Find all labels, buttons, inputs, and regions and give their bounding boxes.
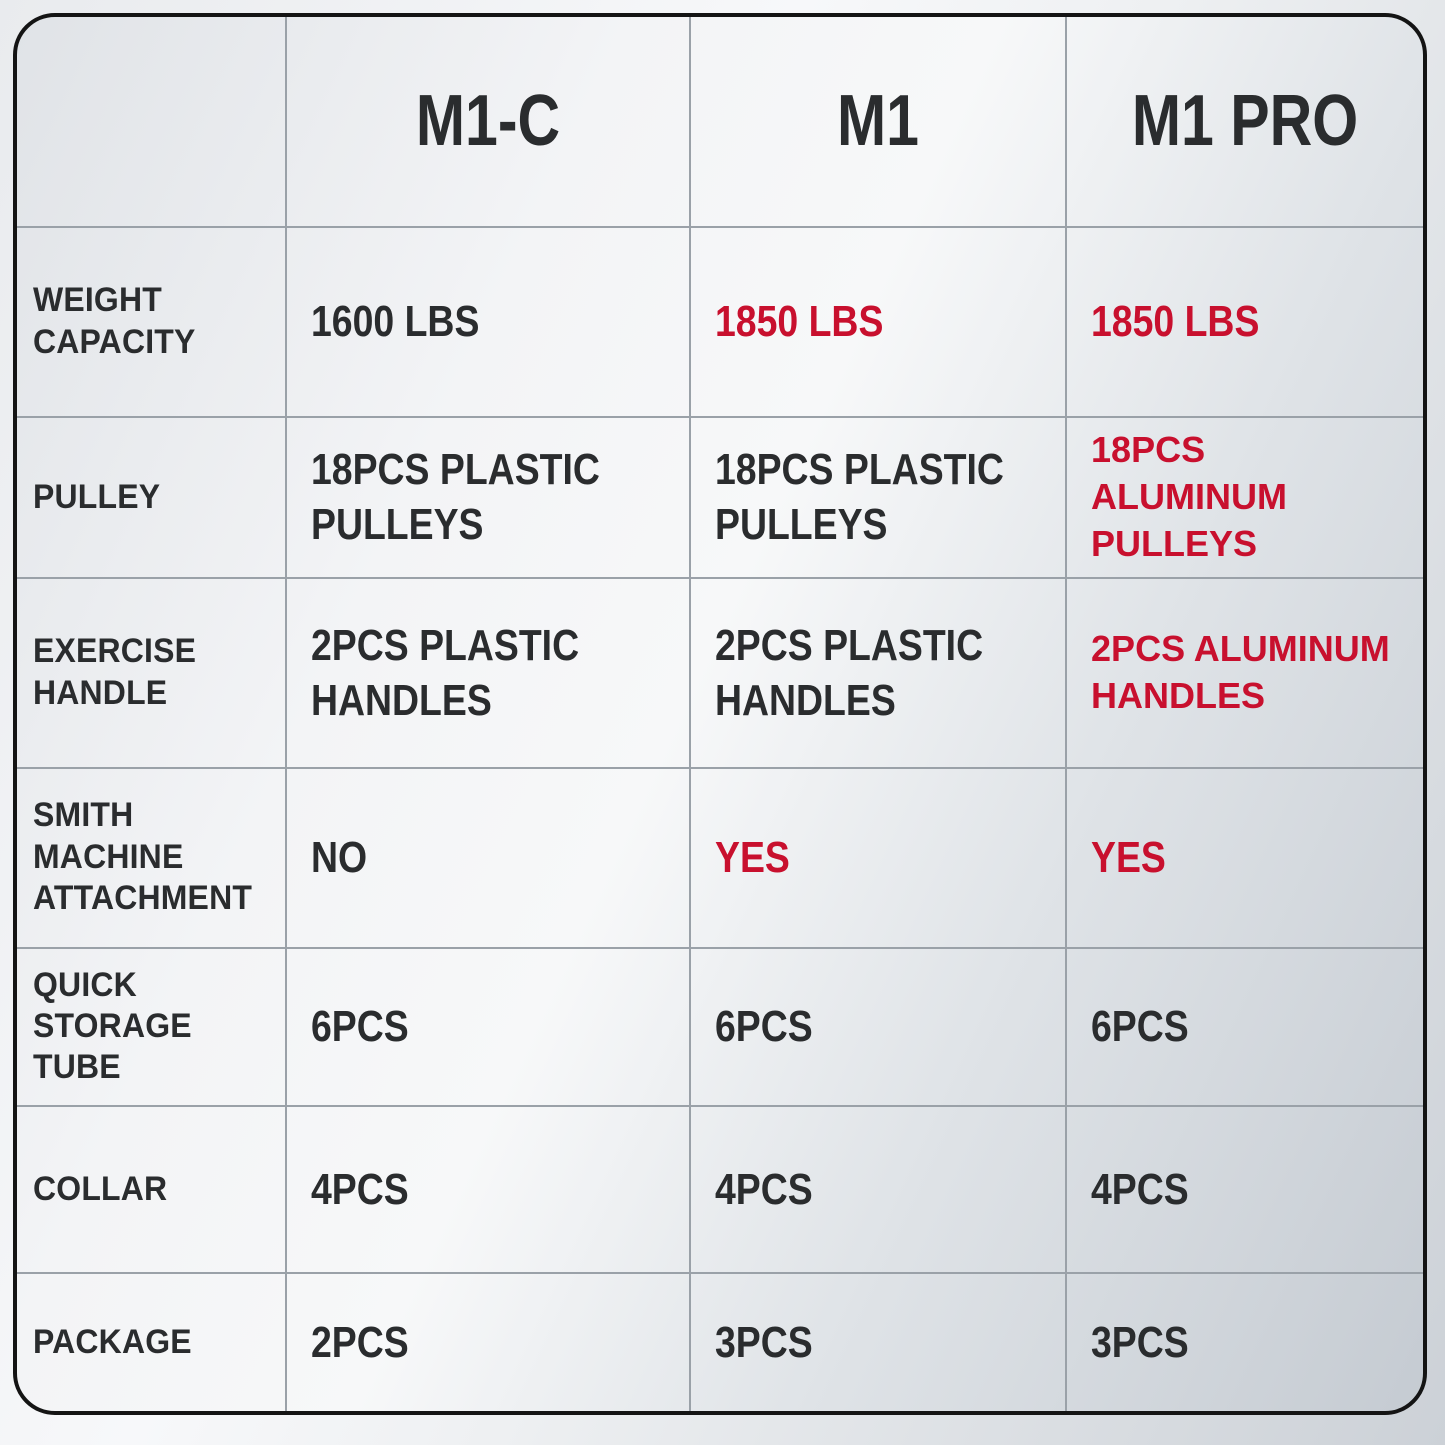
cell-value: 1600 LBS (311, 297, 480, 347)
cell-value: 1850 LBS (1091, 297, 1260, 347)
table-cell: 6PCS (1065, 946, 1423, 1105)
row-label-text: PULLEY (33, 477, 161, 516)
row-label-smith-machine-attachment: SMITH MACHINE ATTACHMENT (17, 766, 286, 947)
table-cell: 3PCS (689, 1271, 1066, 1411)
cell-value: 3PCS (715, 1317, 813, 1367)
table-cell: 6PCS (689, 946, 1066, 1105)
table-cell: 4PCS (285, 1104, 690, 1272)
table-cell: YES (689, 766, 1066, 947)
table-cell: 2PCS (285, 1271, 690, 1411)
row-label-pulley: PULLEY (17, 415, 286, 577)
table-cell: 1600 LBS (285, 225, 690, 416)
table-cell: 18PCS PLASTIC PULLEYS (689, 415, 1066, 577)
column-header-m1c: M1-C (285, 17, 689, 226)
cell-value: 3PCS (1091, 1317, 1189, 1367)
column-header-m1: M1 (689, 17, 1065, 226)
row-label-text: SMITH MACHINE ATTACHMENT (33, 796, 253, 918)
table-cell: 18PCS PLASTIC PULLEYS (285, 415, 690, 577)
table-cell: 3PCS (1065, 1271, 1423, 1411)
column-header-m1c-label: M1-C (416, 81, 561, 162)
column-header-m1-label: M1 (837, 81, 920, 162)
row-label-text: QUICK STORAGE TUBE (33, 965, 192, 1087)
row-label-text: COLLAR (33, 1169, 168, 1208)
table-cell: 18PCS ALUMINUM PULLEYS (1065, 415, 1423, 577)
cell-value: 18PCS PLASTIC PULLEYS (311, 445, 601, 550)
comparison-table: M1-C M1 M1 PRO WEIGHT CAPACITY 1600 LBS … (13, 13, 1427, 1415)
row-label-text: EXERCISE HANDLE (33, 632, 197, 712)
cell-value: YES (1091, 833, 1166, 883)
cell-value: 2PCS PLASTIC HANDLES (715, 620, 984, 725)
corner-cell (17, 17, 285, 226)
row-label-exercise-handle: EXERCISE HANDLE (17, 576, 286, 767)
row-label-package: PACKAGE (17, 1271, 286, 1411)
table-cell: 2PCS PLASTIC HANDLES (285, 576, 690, 767)
cell-value: 1850 LBS (715, 297, 884, 347)
cell-value: 4PCS (311, 1164, 410, 1214)
row-label-collar: COLLAR (17, 1104, 286, 1272)
row-label-text: WEIGHT CAPACITY (33, 281, 196, 361)
cell-value: 6PCS (1091, 1002, 1189, 1052)
table-cell: 1850 LBS (1065, 225, 1423, 416)
cell-value: 4PCS (715, 1164, 813, 1214)
column-header-m1pro-label: M1 PRO (1131, 81, 1359, 162)
row-label-text: PACKAGE (33, 1322, 192, 1361)
cell-value: 18PCS PLASTIC PULLEYS (715, 445, 1005, 550)
cell-value: 6PCS (311, 1002, 410, 1052)
cell-value: 2PCS ALUMINUM HANDLES (1091, 627, 1390, 716)
table-cell: 1850 LBS (689, 225, 1066, 416)
table-cell: YES (1065, 766, 1423, 947)
row-label-weight-capacity: WEIGHT CAPACITY (17, 225, 286, 416)
cell-value: 6PCS (715, 1002, 813, 1052)
cell-value: YES (715, 833, 791, 883)
table-cell: 2PCS PLASTIC HANDLES (689, 576, 1066, 767)
table-cell: 4PCS (689, 1104, 1066, 1272)
cell-value: NO (311, 833, 368, 883)
cell-value: 18PCS ALUMINUM PULLEYS (1091, 429, 1287, 564)
table-cell: 2PCS ALUMINUM HANDLES (1065, 576, 1423, 767)
table-cell: 6PCS (285, 946, 690, 1105)
cell-value: 4PCS (1091, 1164, 1189, 1214)
column-header-m1pro: M1 PRO (1065, 17, 1423, 226)
cell-value: 2PCS PLASTIC HANDLES (311, 620, 580, 725)
row-label-quick-storage-tube: QUICK STORAGE TUBE (17, 946, 286, 1105)
table-cell: NO (285, 766, 690, 947)
table-cell: 4PCS (1065, 1104, 1423, 1272)
cell-value: 2PCS (311, 1317, 410, 1367)
